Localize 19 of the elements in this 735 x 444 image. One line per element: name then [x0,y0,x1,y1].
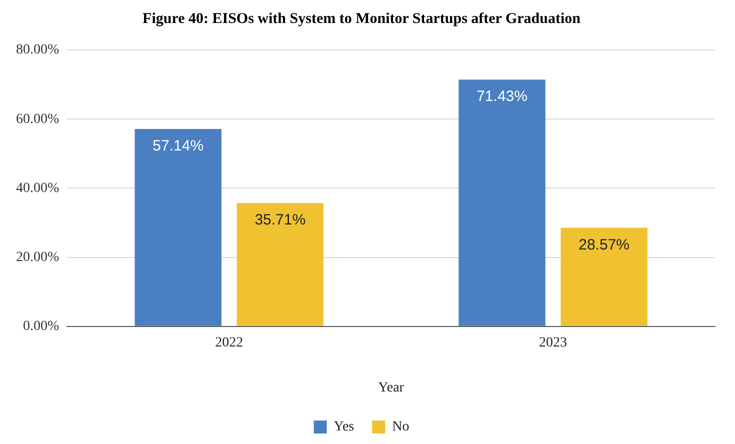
x-axis-title: Year [378,380,404,396]
y-tick-label: 0.00% [22,319,60,334]
legend-label: Yes [334,420,354,435]
y-tick-label: 60.00% [16,112,60,127]
data-label: 57.14% [152,138,204,155]
x-tick-label: 2023 [539,335,568,350]
y-tick-label: 80.00% [16,42,60,58]
chart-title: Figure 40: EISOs with System to Monitor Startups after Graduation [142,10,582,27]
bar [236,203,324,326]
bar [458,80,546,326]
bar [134,128,222,326]
data-label: 28.57% [578,236,630,254]
y-tick-label: 20.00% [16,250,60,265]
data-label: 71.43% [476,88,528,106]
legend-label: No [392,420,410,435]
y-tick-label: 40.00% [16,180,60,196]
bar [560,228,648,326]
data-label: 35.71% [254,212,306,229]
x-tick-label: 2022 [215,335,244,350]
